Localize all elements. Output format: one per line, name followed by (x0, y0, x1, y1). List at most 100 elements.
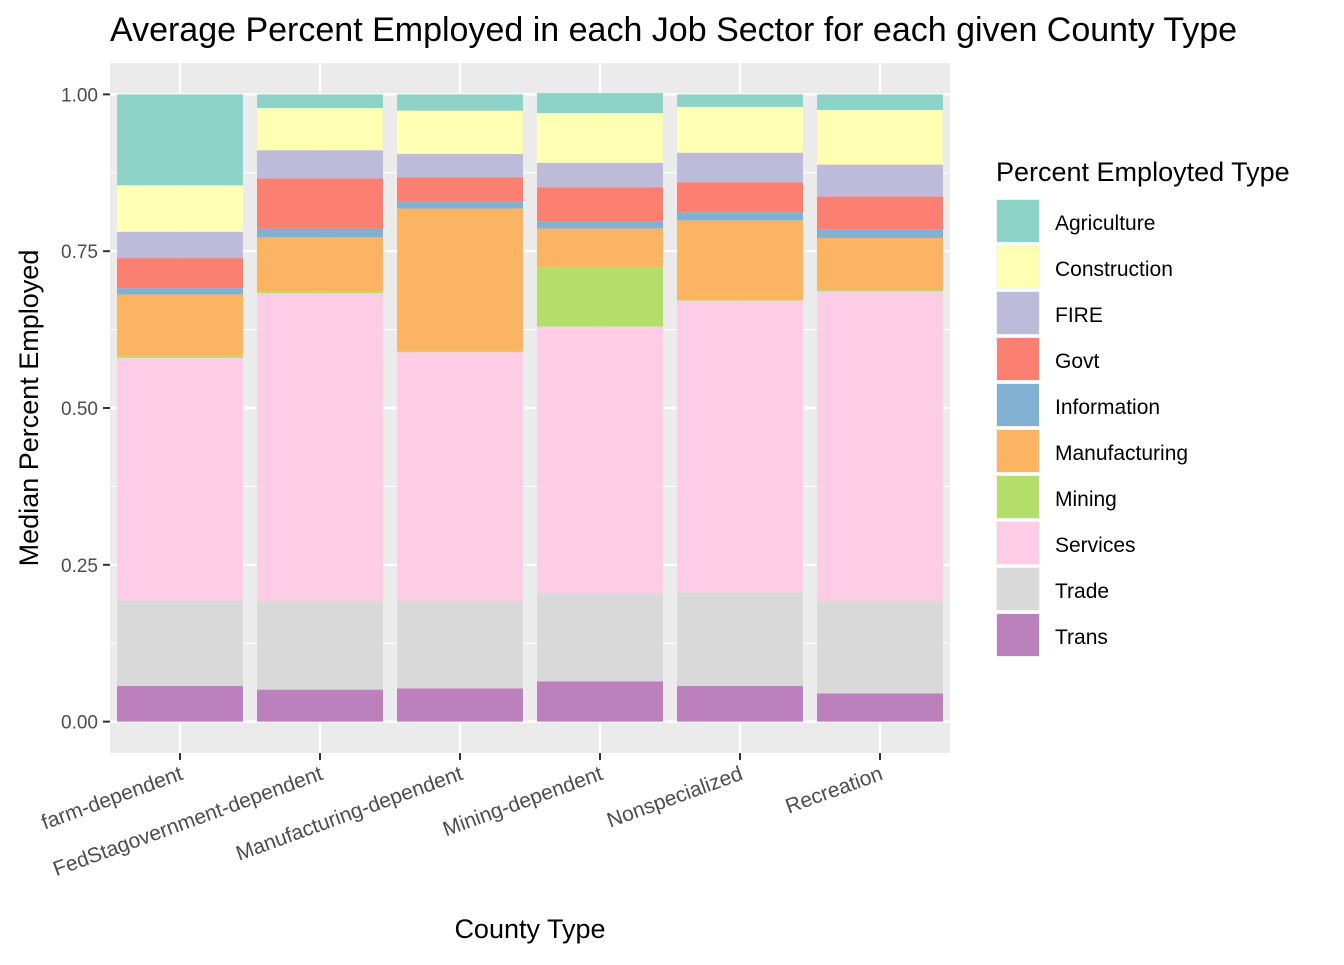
bar-segment-agriculture (817, 94, 943, 111)
y-tick-label: 0.00 (61, 713, 98, 734)
bar-stack (677, 94, 803, 722)
legend-item: Services (996, 521, 1136, 565)
legend-label: Information (1055, 396, 1160, 419)
legend-label: FIRE (1055, 304, 1103, 327)
legend-label: Agriculture (1055, 212, 1155, 235)
minor-gridlines (110, 172, 950, 644)
bar-segment-construction (257, 108, 383, 151)
legend-swatch-services (997, 522, 1039, 564)
legend-item: Construction (996, 245, 1173, 289)
bar-segment-services (397, 352, 523, 602)
legend-item: Trade (996, 567, 1109, 611)
legend-label: Construction (1055, 258, 1173, 281)
chart-title: Average Percent Employed in each Job Sec… (110, 11, 1237, 49)
legend-label: Services (1055, 534, 1136, 557)
bar-segment-trans (397, 688, 523, 722)
bar-segment-manufacturing (257, 237, 383, 292)
bar-segment-mining (817, 290, 943, 292)
bar-segment-information (117, 288, 243, 295)
x-tick-label: FedStagovernment-dependent (50, 762, 326, 881)
legend-item: FIRE (996, 291, 1103, 335)
legend-items: Agriculture Construction FIRE Govt Informati… (996, 199, 1188, 657)
bar-segment-mining (117, 355, 243, 358)
bar-stack (117, 94, 243, 722)
bar-segment-manufacturing (117, 294, 243, 356)
bar-stack (397, 94, 523, 722)
bar-segment-construction (817, 110, 943, 165)
x-axis-title: County Type (454, 914, 605, 944)
bar-segment-govt (117, 258, 243, 289)
x-tick-label: Mining-dependent (440, 762, 606, 841)
bar-stack (817, 94, 943, 722)
y-tick-label: 1.00 (61, 85, 98, 106)
bar-segment-trade (397, 601, 523, 689)
y-axis: 0.00 0.25 0.50 0.75 1.00 (61, 85, 110, 734)
bar-segment-services (537, 326, 663, 594)
bar-segment-agriculture (537, 93, 663, 114)
legend-swatch-mining (997, 476, 1039, 518)
legend-swatch-construction (997, 246, 1039, 288)
bar-segment-trans (257, 689, 383, 722)
x-tick-label: Manufacturing-dependent (233, 762, 466, 866)
bar-segment-fire (817, 164, 943, 197)
bar-segment-govt (537, 187, 663, 222)
legend-item: Mining (996, 475, 1117, 519)
bar-stack (537, 93, 663, 722)
bar-segment-fire (397, 153, 523, 178)
bar-segment-construction (677, 106, 803, 153)
legend-item: Agriculture (996, 199, 1155, 243)
bar-segment-govt (397, 177, 523, 202)
bar-segment-construction (397, 110, 523, 154)
bar-segment-trans (677, 685, 803, 722)
legend-label: Trans (1055, 626, 1108, 649)
legend-label: Manufacturing (1055, 442, 1188, 465)
bar-segment-information (537, 221, 663, 229)
y-tick-label: 0.50 (61, 399, 98, 420)
bar-segment-fire (117, 231, 243, 259)
bar-segment-manufacturing (677, 220, 803, 301)
bar-segment-information (397, 201, 523, 209)
bar-stacks (117, 93, 943, 722)
legend-swatch-trans (997, 614, 1039, 656)
legend-item: Govt (996, 337, 1100, 381)
bar-segment-trade (537, 593, 663, 682)
bar-segment-govt (817, 196, 943, 230)
y-tick-label: 0.75 (61, 242, 98, 263)
bar-segment-trade (117, 600, 243, 686)
bar-segment-services (817, 291, 943, 602)
legend-item: Manufacturing (996, 429, 1188, 473)
bar-segment-trans (817, 693, 943, 722)
bar-segment-trans (117, 685, 243, 722)
bar-segment-fire (257, 150, 383, 179)
bar-segment-manufacturing (537, 228, 663, 267)
bar-segment-information (817, 229, 943, 239)
bar-segment-services (117, 357, 243, 601)
bar-segment-information (257, 228, 383, 238)
bar-segment-construction (117, 185, 243, 232)
legend-swatch-trade (997, 568, 1039, 610)
bar-segment-agriculture (257, 94, 383, 109)
legend: Percent Employted Type Agriculture Constr… (996, 157, 1290, 657)
plot-panel (110, 63, 950, 753)
y-tick-label: 0.25 (61, 556, 98, 577)
bar-segment-trans (537, 681, 663, 722)
bar-segment-construction (537, 113, 663, 163)
legend-item: Information (996, 383, 1160, 427)
x-tick-label: Recreation (782, 762, 885, 818)
legend-swatch-manufacturing (997, 430, 1039, 472)
bar-segment-trade (817, 601, 943, 694)
bar-segment-fire (677, 152, 803, 183)
bar-segment-information (677, 212, 803, 221)
bar-segment-services (257, 293, 383, 602)
bar-segment-mining (677, 300, 803, 301)
bar-segment-mining (537, 266, 663, 327)
bar-segment-manufacturing (397, 208, 523, 351)
legend-item: Trans (996, 613, 1108, 657)
bar-stack (257, 94, 383, 722)
y-axis-title: Median Percent Employed (14, 250, 44, 567)
legend-label: Mining (1055, 488, 1117, 511)
bar-segment-mining (257, 291, 383, 294)
x-tick-label: Nonspecialized (604, 762, 746, 832)
